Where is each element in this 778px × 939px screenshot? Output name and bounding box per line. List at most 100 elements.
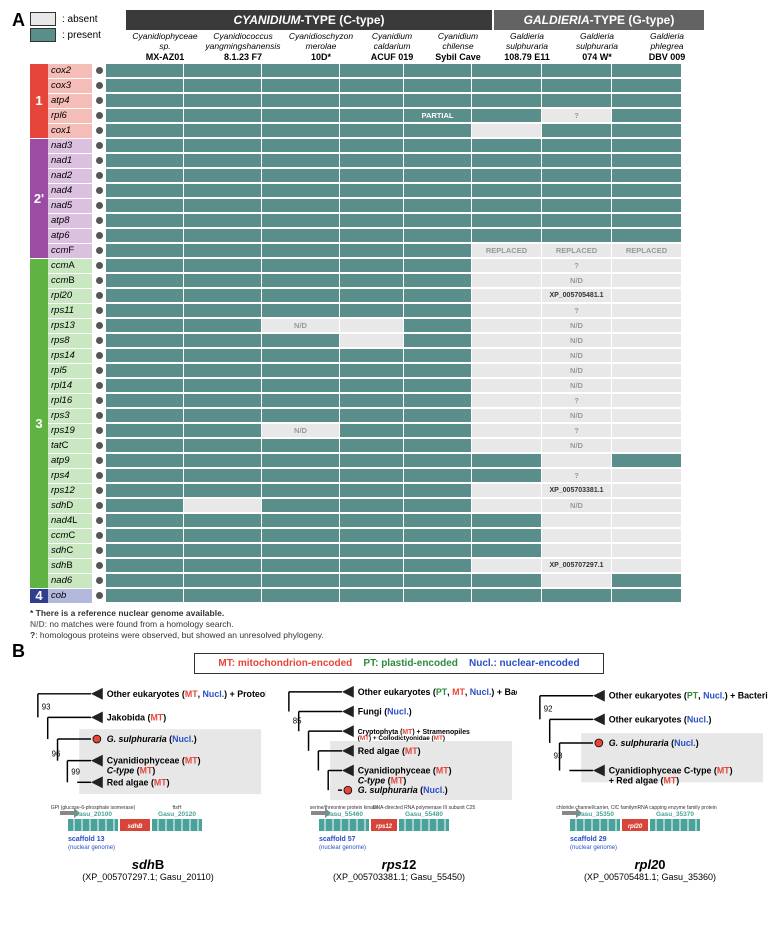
gene-dot-rpl14 [92, 379, 106, 393]
cell-rpl20-sp1 [106, 289, 183, 302]
scaffold-rps12: Gasu_55460serine/threonine protein kinas… [299, 803, 499, 853]
gene-dot-rpl5 [92, 364, 106, 378]
cell-nad4-sp7 [542, 184, 611, 197]
svg-text:(nuclear genome): (nuclear genome) [570, 845, 617, 851]
row-cox1 [106, 124, 768, 138]
gene-dot-nad3 [92, 139, 106, 153]
species-sp7: Galdieria sulphuraria 074 W* [562, 30, 632, 64]
cell-rps11-sp4 [340, 304, 403, 317]
gene-nad3: nad3 [48, 139, 92, 153]
gene-dot-nad1 [92, 154, 106, 168]
cell-ccmA-sp1 [106, 259, 183, 272]
gene-rpl16: rpl16 [48, 394, 92, 408]
svg-text:(nuclear genome): (nuclear genome) [319, 845, 366, 851]
cell-nad4-sp5 [404, 184, 471, 197]
svg-text:(nuclear genome): (nuclear genome) [68, 845, 115, 851]
cell-rps13-sp2 [184, 319, 261, 332]
tree-rps12: Other eukaryotes (PT, MT, Nucl.) + Bacte… [281, 682, 517, 882]
cell-rps3-sp5 [404, 409, 471, 422]
svg-text:G. sulphuraria (Nucl.): G. sulphuraria (Nucl.) [609, 738, 699, 748]
cell-sdhB-sp4 [340, 559, 403, 572]
legend-present: : present [30, 28, 126, 42]
cell-ccmA-sp2 [184, 259, 261, 272]
species-sp8: Galdieria phlegrea DBV 009 [632, 30, 702, 64]
gene-rpl5: rpl5 [48, 364, 92, 378]
cell-rpl14-sp3 [262, 379, 339, 392]
gene-rpl14: rpl14 [48, 379, 92, 393]
cell-nad1-sp2 [184, 154, 261, 167]
svg-text:85: 85 [293, 716, 302, 725]
row-nad5 [106, 199, 768, 213]
row-rps14: N/D [106, 349, 768, 363]
cell-atp9-sp7 [542, 454, 611, 467]
cell-nad5-sp7 [542, 199, 611, 212]
ctype-header: CYANIDIUM-TYPE (C-type) [126, 10, 492, 30]
cell-atp8-sp2 [184, 214, 261, 227]
cell-rps8-sp2 [184, 334, 261, 347]
cell-rps4-sp8 [612, 469, 681, 482]
cell-rps12-sp4 [340, 484, 403, 497]
cell-nad2-sp2 [184, 169, 261, 182]
cell-atp9-sp1 [106, 454, 183, 467]
group-tab-3: 3 [30, 259, 48, 588]
gene-rps12: rps12 [48, 484, 92, 498]
cell-sdhC-sp6 [472, 544, 541, 557]
cell-rps3-sp6 [472, 409, 541, 422]
cell-tatC-sp5 [404, 439, 471, 452]
row-rpl6: PARTIAL? [106, 109, 768, 123]
row-atp4 [106, 94, 768, 108]
cell-rpl6-sp8 [612, 109, 681, 122]
gene-dot-rps8 [92, 334, 106, 348]
cell-nad2-sp3 [262, 169, 339, 182]
cell-cox1-sp2 [184, 124, 261, 137]
phylogeny-rpl20: Other eukaryotes (PT, Nucl.) + BacteriaO… [532, 682, 768, 800]
row-nad1 [106, 154, 768, 168]
cell-rps3-sp4 [340, 409, 403, 422]
cell-rps11-sp1 [106, 304, 183, 317]
svg-text:Red algae (MT): Red algae (MT) [107, 777, 170, 787]
cell-ccmA-sp5 [404, 259, 471, 272]
cell-nad3-sp3 [262, 139, 339, 152]
cell-nad1-sp6 [472, 154, 541, 167]
gene-cox1: cox1 [48, 124, 92, 138]
cell-sdhB-sp6 [472, 559, 541, 572]
group-tab-2': 2' [30, 139, 48, 258]
cell-sdhC-sp3 [262, 544, 339, 557]
cell-rpl14-sp2 [184, 379, 261, 392]
row-rps3: N/D [106, 409, 768, 423]
row-nad4L [106, 514, 768, 528]
gene-dot-rpl6 [92, 109, 106, 123]
cell-sdhD-sp7: N/D [542, 499, 611, 512]
cell-rps19-sp3: N/D [262, 424, 339, 437]
cell-cox3-sp6 [472, 79, 541, 92]
svg-text:scaffold 57: scaffold 57 [319, 836, 356, 843]
svg-text:serine/threonine protein kinas: serine/threonine protein kinase [310, 805, 379, 811]
cell-cob-sp3 [262, 589, 339, 602]
cell-cox2-sp4 [340, 64, 403, 77]
cell-cob-sp7 [542, 589, 611, 602]
cell-cob-sp1 [106, 589, 183, 602]
cell-nad1-sp8 [612, 154, 681, 167]
cell-atp9-sp3 [262, 454, 339, 467]
cell-rpl16-sp3 [262, 394, 339, 407]
cell-ccmC-sp7 [542, 529, 611, 542]
cell-rpl6-sp1 [106, 109, 183, 122]
cell-atp9-sp8 [612, 454, 681, 467]
cell-nad3-sp4 [340, 139, 403, 152]
cell-nad5-sp1 [106, 199, 183, 212]
svg-text:Gasu_20100: Gasu_20100 [74, 811, 112, 818]
row-cob [106, 589, 768, 603]
row-sdhB: XP_005707297.1 [106, 559, 768, 573]
cell-rpl5-sp3 [262, 364, 339, 377]
cell-rps14-sp8 [612, 349, 681, 362]
cell-rps8-sp5 [404, 334, 471, 347]
species-sp1: Cyanidiophyceae sp. MX-AZ01 [126, 30, 204, 64]
encoding-legend: MT: mitochondrion-encoded PT: plastid-en… [194, 653, 604, 674]
svg-text:scaffold 29: scaffold 29 [570, 836, 607, 843]
cell-rpl16-sp7: ? [542, 394, 611, 407]
cell-ccmA-sp7: ? [542, 259, 611, 272]
cell-atp8-sp4 [340, 214, 403, 227]
cell-nad5-sp2 [184, 199, 261, 212]
gene-dot-tatC [92, 439, 106, 453]
cell-rps12-sp1 [106, 484, 183, 497]
